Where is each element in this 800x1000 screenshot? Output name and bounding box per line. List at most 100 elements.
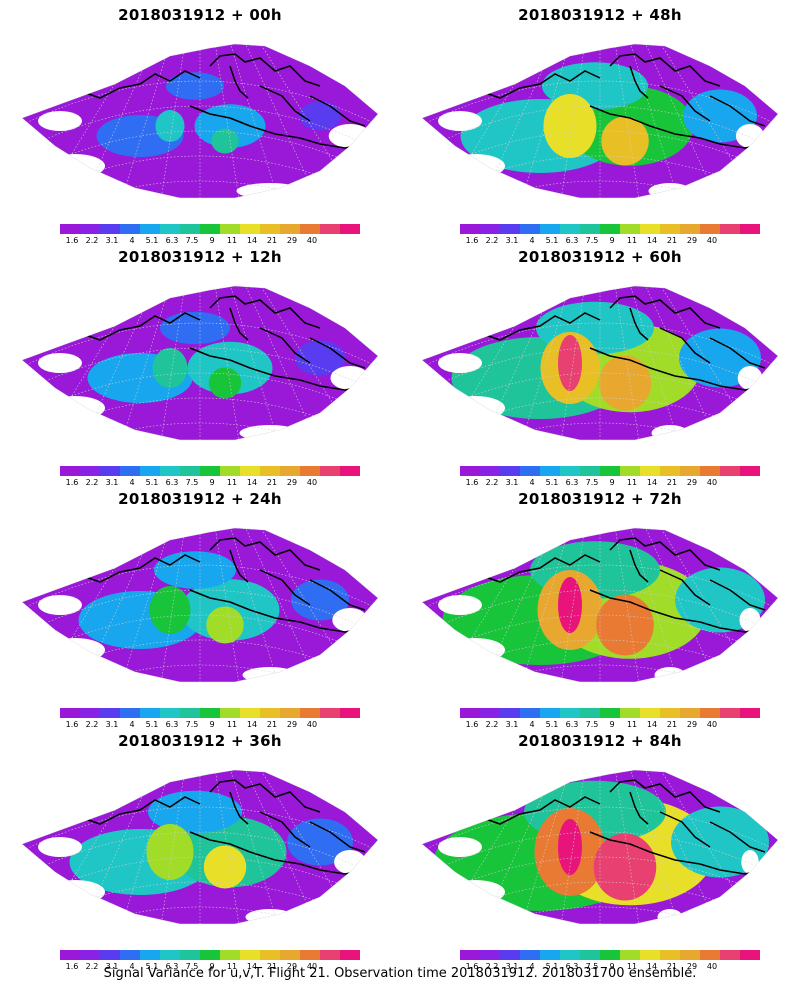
colorbar-segment	[140, 224, 160, 234]
graticule-line	[22, 80, 378, 127]
colorbar	[460, 466, 760, 476]
colorbar	[60, 708, 360, 718]
variance-map	[421, 527, 779, 683]
low-variance-patch	[245, 909, 295, 924]
graticule-line	[559, 44, 587, 198]
variance-region	[166, 72, 224, 100]
colorbar-ticks: 1.6 2.2 3.1 4 5.1 6.3 7.5 9 11 14 21 29 40	[60, 236, 360, 246]
colorbar-tick-label: 6.3	[565, 962, 579, 971]
colorbar-segment	[720, 224, 740, 234]
colorbar-segment	[320, 950, 340, 960]
colorbar-segment	[560, 224, 580, 234]
graticule-line	[22, 564, 378, 611]
colorbar-segment	[140, 950, 160, 960]
colorbar-tick-label: 6.3	[165, 962, 179, 971]
coastline	[39, 537, 366, 633]
colorbar-segment	[580, 466, 600, 476]
colorbar-segment	[740, 950, 760, 960]
graticule-line	[519, 770, 573, 924]
colorbar-segment	[720, 708, 740, 718]
low-variance-patch	[438, 353, 482, 373]
colorbar-segment	[80, 466, 100, 476]
colorbar-segment	[340, 466, 360, 476]
colorbar-tick-label: 3.1	[105, 236, 119, 245]
colorbar-tick-label: 2.2	[485, 478, 499, 487]
colorbar-tick-label: 6.3	[565, 236, 579, 245]
variance-core	[152, 348, 188, 388]
colorbar-segment	[660, 708, 680, 718]
graticule-line	[119, 528, 173, 682]
colorbar-tick-label: 11	[226, 478, 238, 487]
panel-title: 2018031912 + 48h	[518, 6, 682, 24]
colorbar-segment	[560, 466, 580, 476]
colorbar-tick-label: 1.6	[465, 478, 479, 487]
colorbar	[60, 950, 360, 960]
colorbar-ticks: 1.6 2.2 3.1 4 5.1 6.3 7.5 9 11 14 21 29 40	[460, 478, 760, 488]
colorbar-segment	[540, 950, 560, 960]
graticule-line	[22, 589, 378, 636]
graticule-line	[627, 770, 681, 924]
colorbar-segment	[460, 708, 480, 718]
colorbar-segment	[120, 708, 140, 718]
colorbar-segment	[260, 950, 280, 960]
coastline	[39, 295, 366, 391]
graticule-line	[119, 44, 173, 198]
low-variance-patch	[741, 850, 759, 874]
colorbar-segment	[280, 708, 300, 718]
colorbar-tick-label: 14	[246, 478, 258, 487]
colorbar	[60, 466, 360, 476]
colorbar-segment	[280, 950, 300, 960]
low-variance-patch	[45, 396, 105, 420]
low-variance-patch	[332, 608, 368, 632]
colorbar-tick-label: 29	[686, 720, 698, 729]
variance-region	[148, 790, 242, 834]
colorbar-tick-label: 29	[686, 478, 698, 487]
graticule-line	[613, 770, 641, 924]
colorbar-tick-label: 14	[246, 962, 258, 971]
colorbar-segment	[740, 708, 760, 718]
colorbar-tick-label: 5.1	[145, 236, 159, 245]
graticule-line	[613, 528, 641, 682]
map-panel: 2018031912 + 00h 1.6 2.2 3.1 4 5.1 6.3 7.5 9 11 14…	[20, 0, 380, 245]
low-variance-patch	[735, 124, 765, 148]
colorbar-segment	[120, 224, 140, 234]
colorbar-tick-label: 2.2	[85, 962, 99, 971]
colorbar-tick-label: 40	[306, 720, 318, 729]
graticule-line	[627, 44, 681, 198]
variance-core	[211, 128, 239, 154]
low-variance-patch	[38, 595, 82, 615]
colorbar-segment	[80, 224, 100, 234]
variance-core	[203, 845, 247, 889]
colorbar-tick-label: 14	[646, 478, 658, 487]
colorbar-segment	[640, 708, 660, 718]
graticule-line	[422, 130, 778, 177]
graticule-line	[22, 856, 378, 903]
colorbar-tick-label: 6.3	[565, 478, 579, 487]
colorbar-segment	[220, 466, 240, 476]
variance-core	[149, 586, 191, 634]
colorbar-segment	[620, 224, 640, 234]
colorbar-tick-label: 2.2	[485, 720, 499, 729]
colorbar-tick-label: 4	[129, 720, 135, 729]
colorbar-segment	[300, 708, 320, 718]
colorbar-segment	[520, 224, 540, 234]
colorbar-tick-label: 5.1	[145, 720, 159, 729]
colorbar-tick-label: 4	[129, 236, 135, 245]
panel-title: 2018031912 + 72h	[518, 490, 682, 508]
variance-core	[155, 110, 185, 142]
colorbar-tick-label: 11	[226, 962, 238, 971]
colorbar	[460, 224, 760, 234]
colorbar-segment	[700, 466, 720, 476]
coastline	[39, 779, 366, 875]
low-variance-patch	[438, 837, 482, 857]
map-panel: 2018031912 + 84h 1.6 2.2 3.1 4 5.1 6.3 7.5 9 11 14…	[420, 726, 780, 971]
colorbar-segment	[60, 466, 80, 476]
low-variance-patch	[438, 111, 482, 131]
colorbar-tick-label: 29	[686, 962, 698, 971]
map-panel: 2018031912 + 36h 1.6 2.2 3.1 4 5.1 6.3 7.5 9 11 14…	[20, 726, 380, 971]
colorbar-segment	[540, 708, 560, 718]
low-variance-patch	[739, 608, 761, 632]
colorbar-segment	[700, 950, 720, 960]
colorbar-tick-label: 11	[626, 962, 638, 971]
colorbar-segment	[100, 466, 120, 476]
